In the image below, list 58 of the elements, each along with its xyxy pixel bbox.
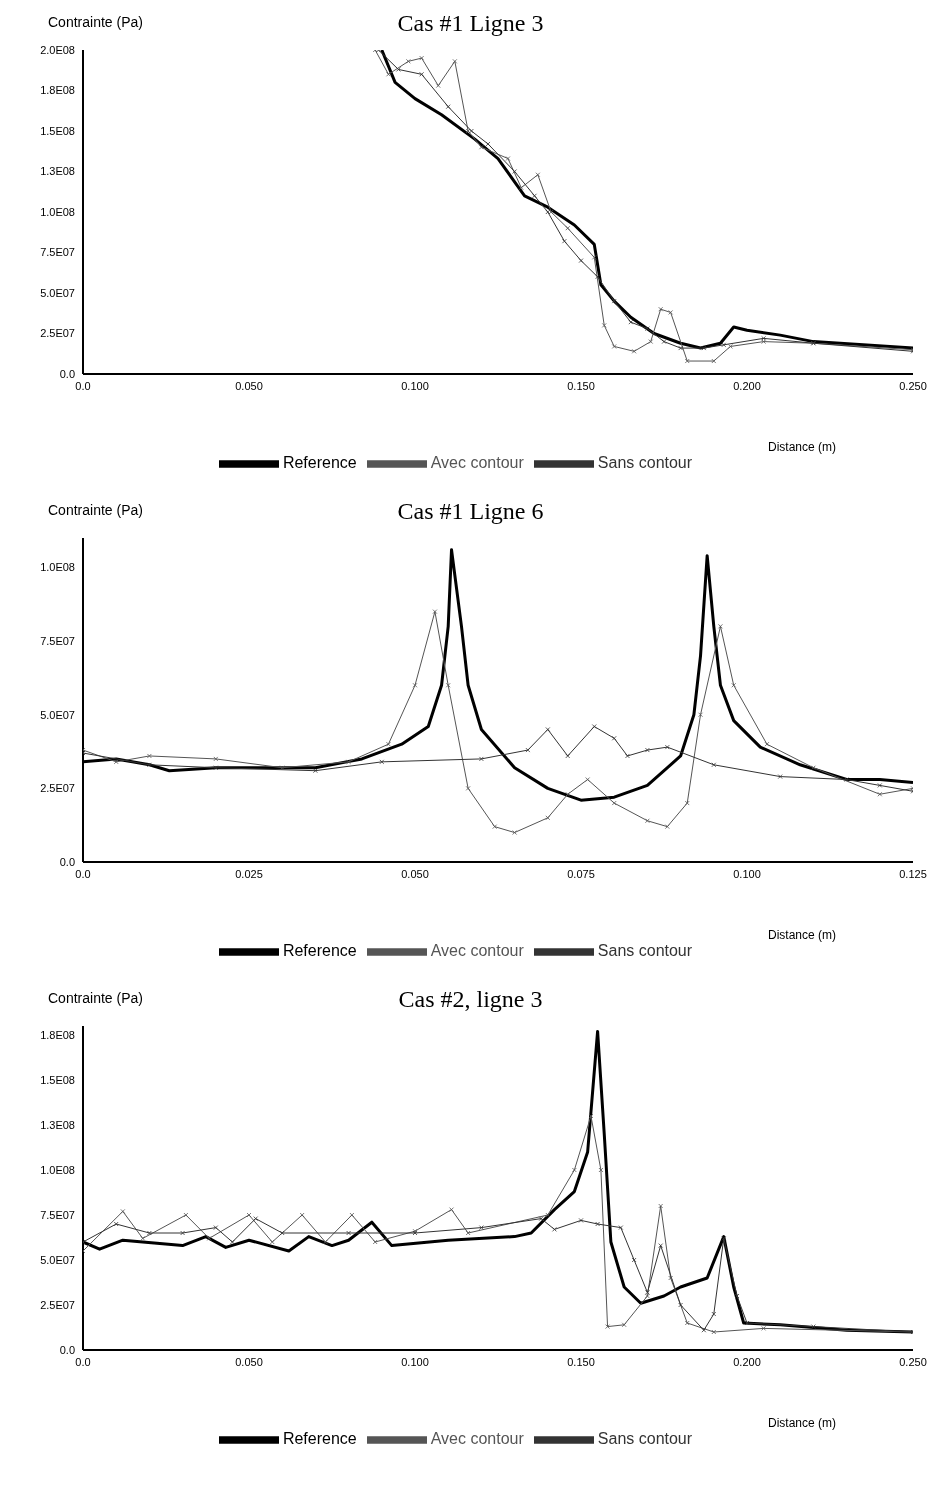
- y-tick-label: 1.8E08: [40, 84, 75, 97]
- y-tick-label: 1.5E08: [40, 124, 75, 137]
- y-tick-label: 7.5E07: [40, 1208, 75, 1221]
- x-tick-label: 0.125: [899, 867, 927, 880]
- legend-label: Avec contour: [430, 942, 524, 960]
- x-axis-title: Distance (m): [768, 440, 837, 454]
- x-tick-label: 0.0: [75, 867, 91, 880]
- y-tick-label: 1.0E08: [40, 561, 75, 574]
- y-tick-label: 2.5E07: [40, 782, 75, 795]
- y-tick-label: 2.5E07: [40, 1298, 75, 1311]
- y-tick-label: 5.0E07: [40, 1253, 75, 1266]
- chart-title: Cas #1 Ligne 6: [397, 498, 544, 524]
- y-tick-label: 2.0E08: [40, 43, 75, 56]
- legend-label: Avec contour: [430, 1430, 524, 1448]
- x-tick-label: 0.100: [733, 867, 761, 880]
- x-tick-label: 0.200: [733, 379, 761, 392]
- chart-title: Cas #1 Ligne 3: [397, 10, 544, 36]
- x-axis-title: Distance (m): [768, 1416, 837, 1430]
- y-tick-label: 1.3E08: [40, 1118, 75, 1131]
- x-tick-label: 0.050: [235, 1355, 263, 1368]
- y-tick-label: 0.0: [59, 1343, 75, 1356]
- x-tick-label: 0.250: [899, 379, 927, 392]
- legend-label: Sans contour: [597, 1430, 693, 1448]
- y-tick-label: 1.0E08: [40, 1163, 75, 1176]
- x-tick-label: 0.050: [401, 867, 429, 880]
- x-tick-label: 0.0: [75, 379, 91, 392]
- y-tick-label: 1.8E08: [40, 1028, 75, 1041]
- y-tick-label: 0.0: [59, 855, 75, 868]
- y-axis-title: Contrainte (Pa): [48, 14, 143, 30]
- x-tick-label: 0.075: [567, 867, 595, 880]
- x-tick-label: 0.0: [75, 1355, 91, 1368]
- x-tick-label: 0.250: [899, 1355, 927, 1368]
- x-tick-label: 0.150: [567, 1355, 595, 1368]
- x-tick-label: 0.100: [401, 379, 429, 392]
- y-tick-label: 7.5E07: [40, 246, 75, 259]
- y-tick-label: 0.0: [59, 367, 75, 380]
- legend-label: Sans contour: [597, 942, 693, 960]
- y-tick-label: 7.5E07: [40, 635, 75, 647]
- y-tick-label: 5.0E07: [40, 708, 75, 721]
- x-tick-label: 0.025: [235, 867, 263, 880]
- y-axis-title: Contrainte (Pa): [48, 502, 143, 518]
- legend-label: Avec contour: [430, 454, 524, 472]
- legend-label: Reference: [282, 454, 357, 472]
- x-tick-label: 0.100: [401, 1355, 429, 1368]
- x-tick-label: 0.150: [567, 379, 595, 392]
- x-axis-title: Distance (m): [768, 928, 837, 942]
- chart-title: Cas #2, ligne 3: [398, 986, 543, 1012]
- y-axis-title: Contrainte (Pa): [48, 990, 143, 1006]
- y-tick-label: 5.0E07: [40, 286, 75, 299]
- legend-label: Sans contour: [597, 454, 693, 472]
- legend-label: Reference: [282, 942, 357, 960]
- y-tick-label: 1.3E08: [40, 165, 75, 178]
- x-tick-label: 0.200: [733, 1355, 761, 1368]
- x-tick-label: 0.050: [235, 379, 263, 392]
- y-tick-label: 1.0E08: [40, 205, 75, 218]
- y-tick-label: 2.5E07: [40, 327, 75, 340]
- legend-label: Reference: [282, 1430, 357, 1448]
- y-tick-label: 1.5E08: [40, 1073, 75, 1086]
